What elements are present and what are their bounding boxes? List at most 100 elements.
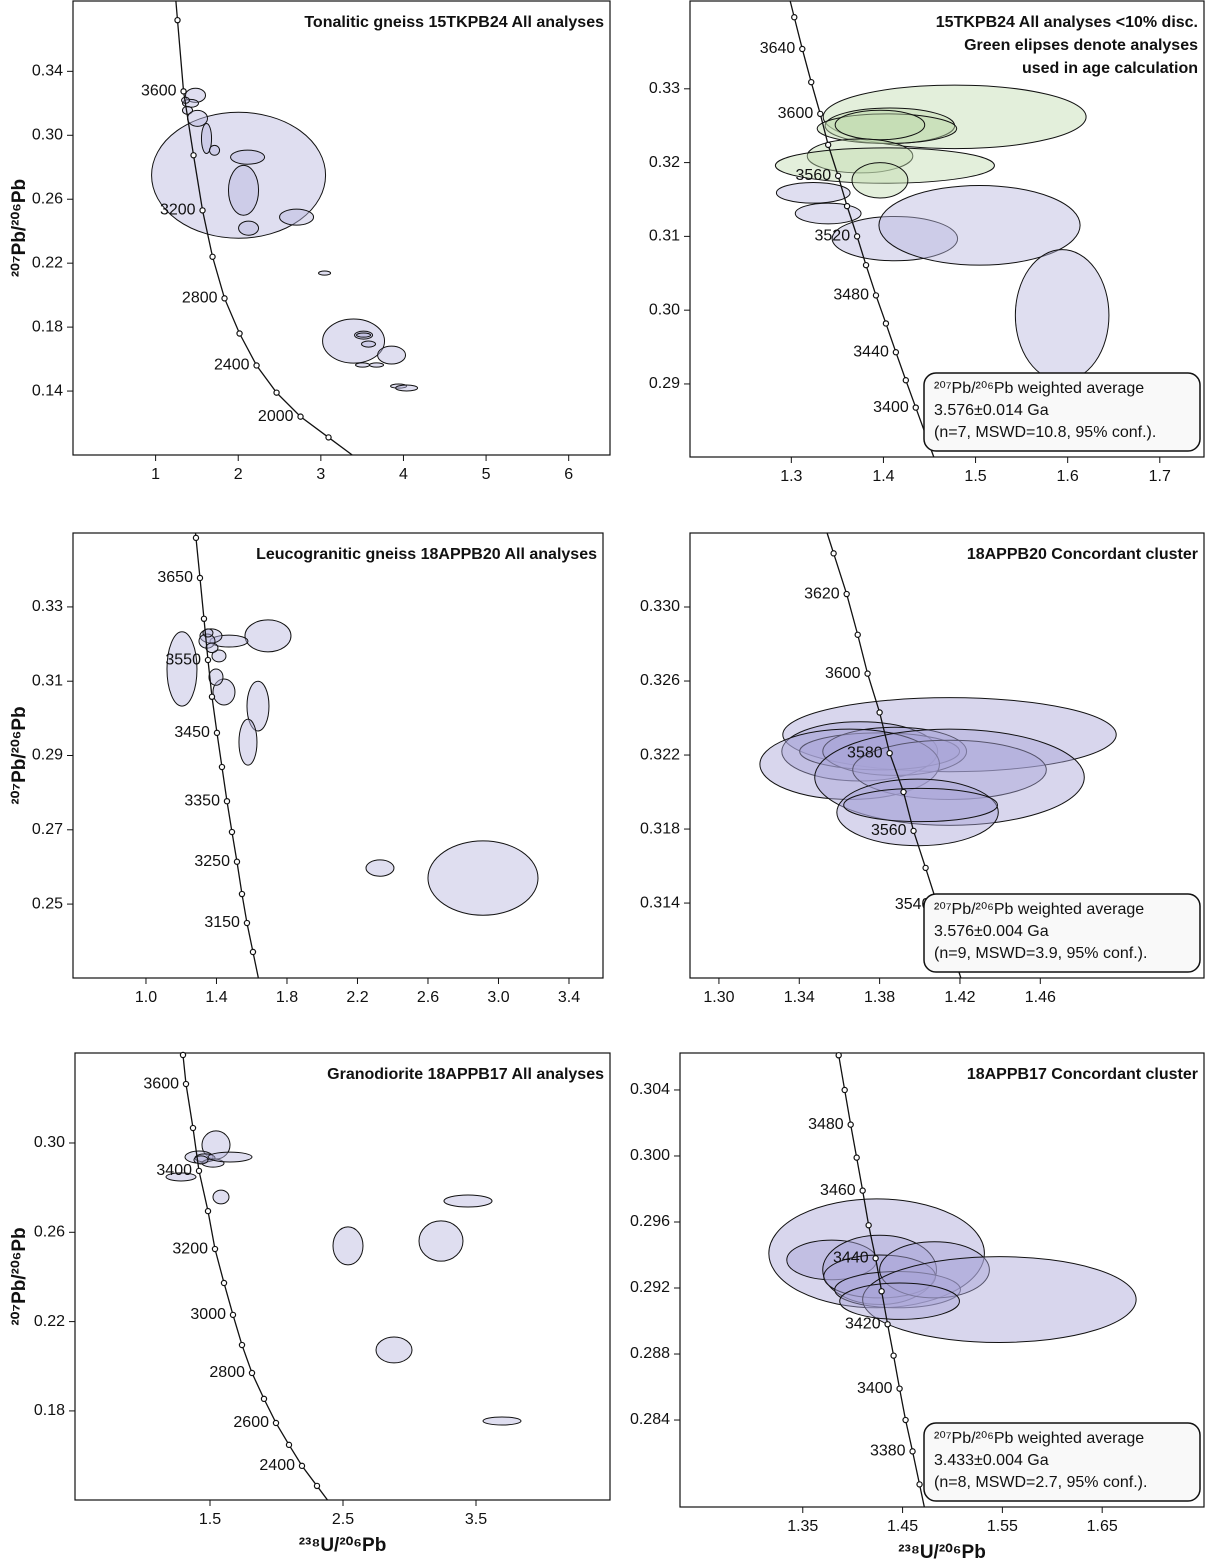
analysis-ellipse bbox=[1014, 249, 1110, 382]
analysis-ellipse bbox=[369, 362, 385, 368]
analysis-ellipse bbox=[322, 318, 386, 364]
concordia-age-point bbox=[872, 292, 880, 299]
analysis-ellipse bbox=[165, 1172, 197, 1182]
analysis-ellipse bbox=[427, 840, 539, 916]
concordia-curve bbox=[793, 17, 917, 408]
x-tick-label: 2 bbox=[234, 466, 243, 483]
concordia-age-label: 3350 bbox=[184, 792, 220, 809]
concordia-age-point bbox=[900, 788, 907, 796]
analysis-ellipse bbox=[212, 1189, 230, 1205]
x-tick-label: 6 bbox=[564, 466, 573, 483]
concordia-curve bbox=[832, 553, 939, 906]
y-tick-label: 0.22 bbox=[34, 1313, 65, 1330]
y-tick-label: 0.304 bbox=[630, 1081, 670, 1098]
analysis-ellipse bbox=[822, 726, 968, 776]
concordia-age-point bbox=[896, 1385, 903, 1392]
concordia-age-point bbox=[890, 1352, 897, 1359]
concordia-extension bbox=[252, 951, 260, 979]
analysis-ellipse bbox=[375, 1336, 413, 1364]
x-tick-label: 1.5 bbox=[199, 1511, 221, 1528]
analysis-ellipse bbox=[360, 340, 377, 348]
x-tick-label: 1.30 bbox=[703, 989, 734, 1006]
y-tick-label: 0.318 bbox=[640, 820, 680, 837]
x-tick-label: 1.55 bbox=[987, 1518, 1018, 1535]
analysis-ellipse bbox=[395, 384, 419, 392]
x-tick-label: 2.5 bbox=[332, 1511, 354, 1528]
analysis-ellipse bbox=[193, 1155, 209, 1165]
concordia-age-point bbox=[325, 434, 332, 441]
concordia-age-point bbox=[922, 864, 929, 872]
x-tick-label: 3.0 bbox=[487, 989, 509, 1006]
concordia-age-point bbox=[174, 16, 181, 24]
annotation-box bbox=[923, 893, 1201, 973]
annotation-box bbox=[923, 1422, 1201, 1502]
concordia-age-point bbox=[272, 1419, 280, 1427]
annotation-text: (n=9, MSWD=3.9, 95% conf.). bbox=[934, 945, 1147, 962]
x-tick-label: 1.35 bbox=[787, 1518, 818, 1535]
concordia-age-point bbox=[834, 172, 842, 180]
y-tick-label: 0.322 bbox=[640, 746, 680, 763]
analysis-ellipse bbox=[238, 718, 258, 766]
concordia-age-label: 3600 bbox=[778, 105, 814, 122]
analysis-ellipse bbox=[207, 1151, 253, 1163]
analysis-ellipse bbox=[836, 778, 999, 847]
y-tick-label: 0.30 bbox=[32, 127, 63, 144]
concordia-extension bbox=[175, 0, 179, 21]
analysis-ellipse bbox=[377, 345, 407, 365]
concordia-age-label: 2600 bbox=[233, 1414, 269, 1431]
concordia-age-point bbox=[285, 1441, 293, 1449]
concordia-age-point bbox=[180, 88, 187, 95]
concordia-age-point bbox=[843, 202, 851, 210]
concordia-age-point bbox=[221, 295, 228, 302]
x-tick-label: 1.8 bbox=[276, 989, 298, 1006]
concordia-age-point bbox=[220, 1279, 228, 1287]
y-tick-label: 0.31 bbox=[32, 672, 63, 689]
concordia-age-label: 3560 bbox=[871, 822, 907, 839]
y-tick-label: 0.33 bbox=[649, 80, 680, 97]
concordia-extension bbox=[328, 436, 353, 456]
chart-title: 15TKPB24 All analyses <10% disc. bbox=[936, 14, 1198, 31]
y-tick-label: 0.29 bbox=[649, 375, 680, 392]
plot-frame bbox=[72, 0, 611, 456]
x-tick-label: 1.46 bbox=[1025, 989, 1056, 1006]
y-tick-label: 0.18 bbox=[34, 1402, 65, 1419]
concordia-age-point bbox=[248, 1369, 256, 1377]
concordia-age-point bbox=[273, 389, 280, 396]
analysis-ellipse bbox=[794, 202, 862, 225]
concordia-age-point bbox=[249, 948, 257, 956]
concordia-age-point bbox=[864, 670, 871, 677]
concordia-age-label: 2400 bbox=[259, 1457, 295, 1474]
analysis-ellipse bbox=[814, 728, 1085, 826]
x-tick-label: 4 bbox=[399, 466, 408, 483]
concordia-age-label: 3540 bbox=[895, 896, 931, 913]
y-tick-label: 0.288 bbox=[630, 1345, 670, 1362]
analysis-ellipse bbox=[834, 109, 926, 141]
concordia-age-point bbox=[892, 349, 900, 356]
concordia-extension bbox=[826, 532, 835, 554]
y-tick-label: 0.14 bbox=[32, 382, 63, 399]
analysis-ellipse bbox=[244, 619, 292, 653]
concordia-age-point bbox=[204, 656, 212, 664]
concordia-age-point bbox=[228, 828, 236, 836]
x-tick-label: 1.65 bbox=[1087, 1518, 1118, 1535]
concordia-age-label: 3450 bbox=[174, 724, 210, 741]
concordia-age-label: 3400 bbox=[156, 1162, 192, 1179]
concordia-age-label: 3200 bbox=[160, 202, 196, 219]
x-tick-label: 2.6 bbox=[417, 989, 439, 1006]
analysis-ellipse bbox=[775, 182, 851, 204]
concordia-age-point bbox=[238, 890, 246, 898]
x-tick-label: 1.42 bbox=[944, 989, 975, 1006]
analysis-ellipse bbox=[774, 147, 995, 184]
concordia-age-label: 3480 bbox=[833, 287, 869, 304]
concordia-age-label: 3600 bbox=[825, 665, 861, 682]
analysis-ellipse bbox=[205, 642, 219, 654]
concordia-age-point bbox=[195, 1167, 203, 1175]
x-tick-label: 3.5 bbox=[465, 1511, 487, 1528]
chart-title: Green elipses denote analyses bbox=[964, 37, 1198, 54]
concordia-age-point bbox=[878, 1288, 885, 1295]
analysis-ellipse bbox=[208, 144, 221, 156]
analysis-ellipse bbox=[355, 362, 371, 368]
concordia-age-point bbox=[909, 1448, 916, 1455]
x-tick-label: 1.4 bbox=[872, 468, 894, 485]
analysis-ellipse bbox=[279, 208, 315, 226]
